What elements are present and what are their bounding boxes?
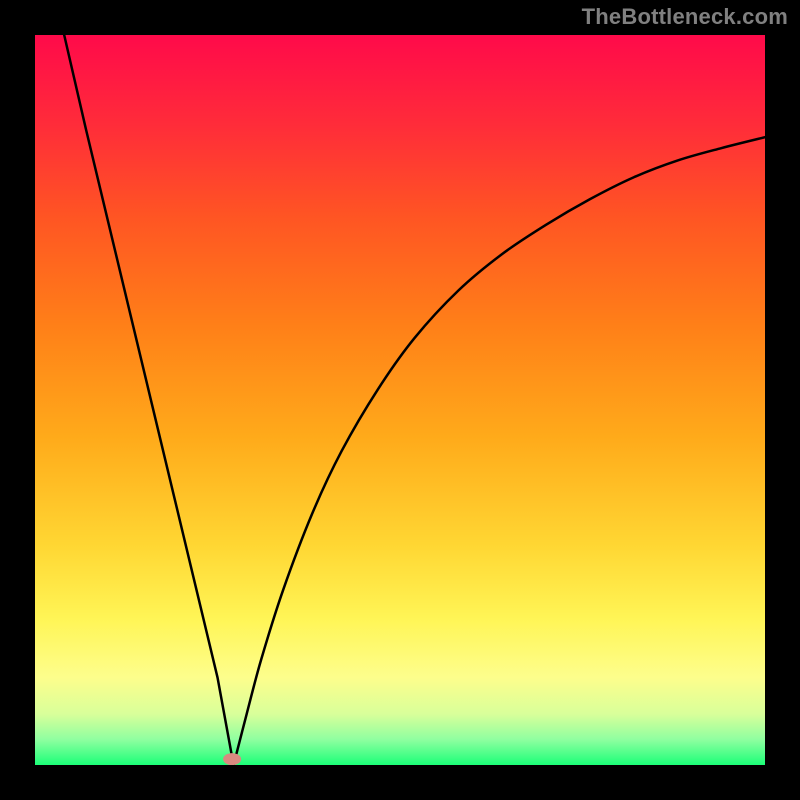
frame-left bbox=[0, 0, 35, 800]
plot-background bbox=[35, 35, 765, 765]
bottleneck-chart bbox=[0, 0, 800, 800]
watermark-text: TheBottleneck.com bbox=[582, 4, 788, 30]
minimum-marker bbox=[223, 753, 241, 765]
frame-right bbox=[765, 0, 800, 800]
chart-container: TheBottleneck.com bbox=[0, 0, 800, 800]
frame-bottom bbox=[0, 765, 800, 800]
